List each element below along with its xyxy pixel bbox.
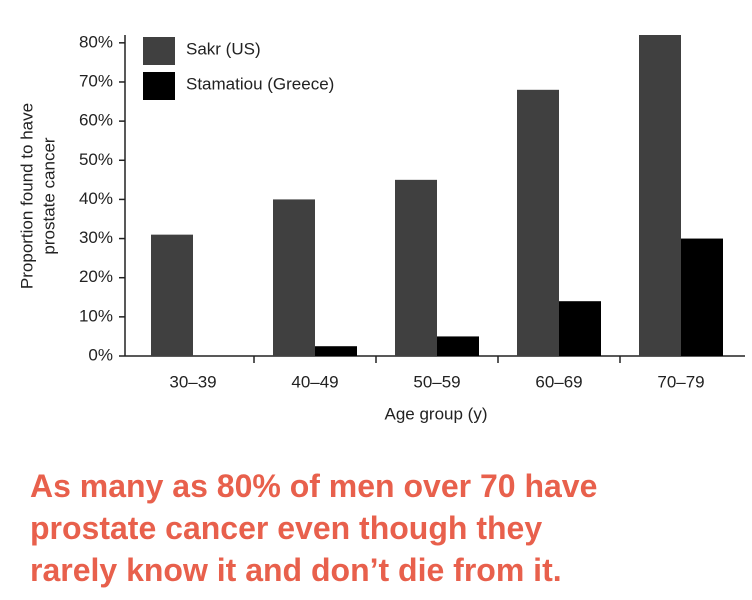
bar xyxy=(437,336,479,356)
y-tick-label: 50% xyxy=(79,150,113,169)
legend-label: Stamatiou (Greece) xyxy=(186,74,334,93)
x-tick-label: 40–49 xyxy=(291,372,338,391)
y-tick-label: 70% xyxy=(79,71,113,90)
bar xyxy=(559,301,601,356)
y-axis-label: Proportion found to have xyxy=(17,103,36,289)
y-tick-label: 40% xyxy=(79,189,113,208)
bar xyxy=(681,238,723,356)
y-tick-label: 80% xyxy=(79,32,113,51)
x-tick-label: 30–39 xyxy=(169,372,216,391)
bar xyxy=(273,199,315,356)
x-tick-label: 70–79 xyxy=(657,372,704,391)
caption: rarely know it and don’t die from it. xyxy=(30,552,562,588)
y-tick-label: 20% xyxy=(79,267,113,286)
y-tick-label: 10% xyxy=(79,306,113,325)
y-tick-label: 60% xyxy=(79,111,113,130)
bar xyxy=(315,346,357,356)
y-tick-label: 30% xyxy=(79,228,113,247)
x-axis-label: Age group (y) xyxy=(385,404,488,423)
bar xyxy=(517,89,559,357)
legend-swatch xyxy=(143,37,175,65)
bar xyxy=(639,35,681,356)
caption: As many as 80% of men over 70 have xyxy=(30,468,597,504)
x-tick-label: 60–69 xyxy=(535,372,582,391)
caption: prostate cancer even though they xyxy=(30,510,542,546)
legend-swatch xyxy=(143,72,175,100)
bar xyxy=(395,179,437,356)
y-axis-label: prostate cancer xyxy=(39,137,58,255)
y-tick-label: 0% xyxy=(88,345,113,364)
x-tick-label: 50–59 xyxy=(413,372,460,391)
legend-label: Sakr (US) xyxy=(186,39,261,58)
bar xyxy=(151,234,193,356)
